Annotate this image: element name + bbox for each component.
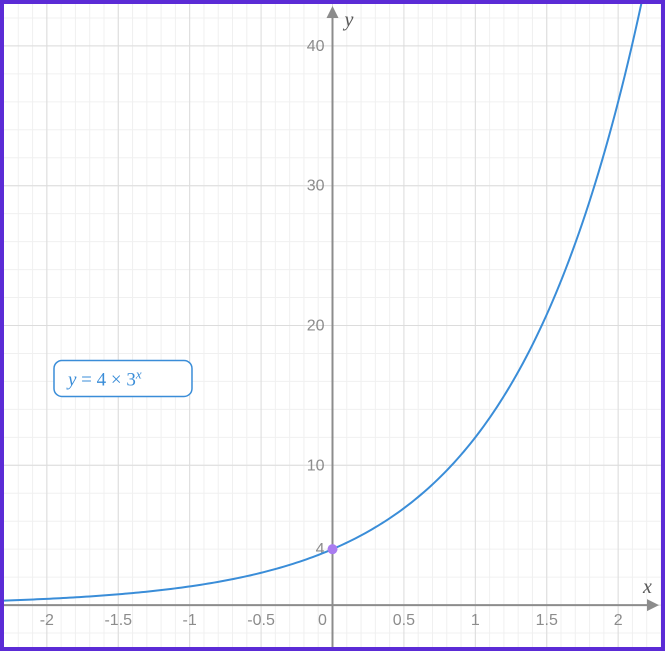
x-tick-label: -2 bbox=[40, 612, 54, 629]
x-tick-label: -0.5 bbox=[247, 612, 275, 629]
x-axis-label: x bbox=[642, 576, 652, 598]
x-tick-label: -1 bbox=[183, 612, 197, 629]
x-tick-label: 1.5 bbox=[536, 612, 558, 629]
x-tick-label: 0.5 bbox=[393, 612, 415, 629]
formula-text: y = 4 × 3x bbox=[66, 366, 142, 391]
y-tick-label: 20 bbox=[307, 318, 325, 335]
y-tick-label: 10 bbox=[307, 457, 325, 474]
y-tick-label: 30 bbox=[307, 178, 325, 195]
exponential-chart: -2-1.5-1-0.500.511.52410203040xyy = 4 × … bbox=[0, 0, 665, 651]
x-tick-label: -1.5 bbox=[104, 612, 132, 629]
y-axis-label: y bbox=[343, 9, 354, 31]
x-tick-label: 2 bbox=[614, 612, 623, 629]
x-tick-label: 1 bbox=[471, 612, 480, 629]
y-tick-label: 40 bbox=[307, 38, 325, 55]
x-tick-label: 0 bbox=[318, 612, 327, 629]
y-intercept-point bbox=[328, 544, 338, 554]
chart-container: -2-1.5-1-0.500.511.52410203040xyy = 4 × … bbox=[0, 0, 665, 651]
